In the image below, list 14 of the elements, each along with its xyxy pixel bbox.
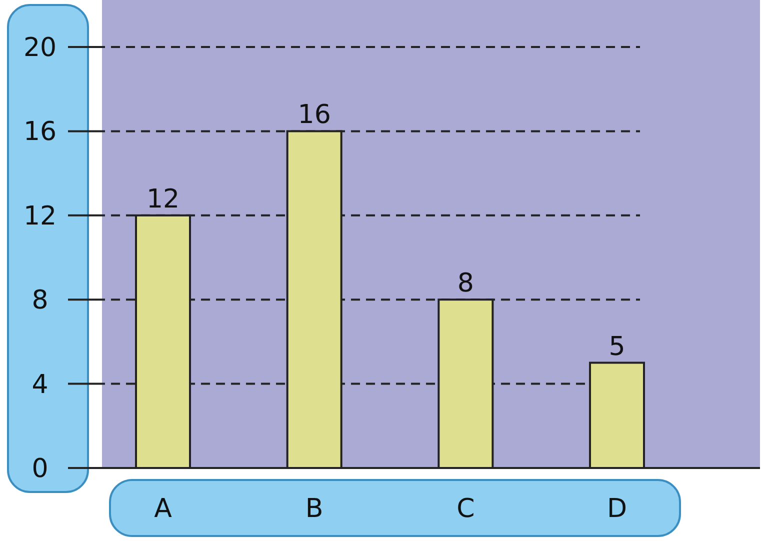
x-tick-label: D (606, 494, 628, 524)
y-tick-label: 20 (23, 33, 57, 63)
y-tick-label: 16 (23, 117, 57, 148)
data-label: 16 (298, 100, 331, 130)
y-tick-label: 12 (23, 201, 57, 232)
y-tick-label: 4 (32, 370, 48, 400)
x-tick-label: A (154, 494, 172, 524)
data-label: 5 (608, 332, 626, 362)
y-tick-label: 8 (32, 286, 48, 316)
data-label: 8 (457, 268, 474, 299)
x-tick-label: B (305, 494, 324, 524)
x-tick-label: C (456, 494, 475, 524)
y-tick-label: 0 (32, 454, 48, 484)
data-label: 12 (146, 184, 180, 214)
